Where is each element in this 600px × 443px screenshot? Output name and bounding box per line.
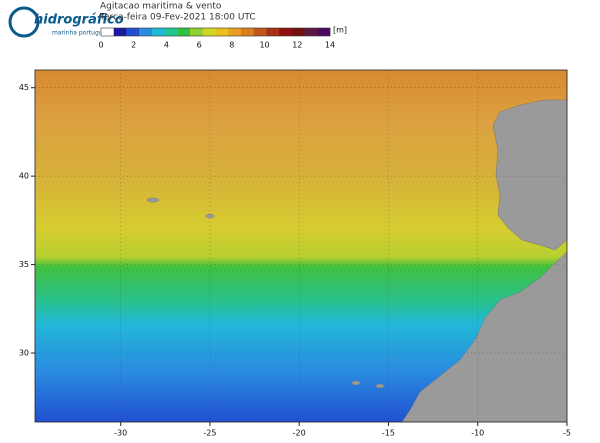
colorbar-swatch [101,28,115,36]
colorbar-swatch [202,28,216,36]
subtitle: Terca-feira 09-Fev-2021 18:00 UTC [99,13,256,23]
x-tick-label: -30 [114,429,127,438]
colorbar-swatch [164,28,178,36]
colorbar-tick-label: 6 [197,41,202,50]
x-tick-label: -25 [203,429,216,438]
colorbar-frame [100,27,331,37]
colorbar-swatch [279,28,293,36]
island [375,383,385,389]
y-tick-label: 40 [19,172,29,181]
x-tick-label: -5 [563,429,571,438]
y-tick-label: 45 [19,83,29,92]
x-tick-label: -15 [382,429,395,438]
logo-mark [8,6,40,38]
colorbar-swatch [240,28,254,36]
colorbar-swatch [304,28,318,36]
title: Agitacao maritima & vento [100,2,222,12]
colorbar-tick-label: 14 [325,41,335,50]
colorbar-swatch [291,28,305,36]
iberia [492,70,568,251]
logo-text: hidrográfico [34,13,124,28]
colorbar-swatch [139,28,153,36]
island [146,197,160,203]
colorbar-swatch [190,28,204,36]
y-tick-label: 35 [19,260,29,269]
colorbar-tick-label: 4 [164,41,169,50]
colorbar-swatch [266,28,280,36]
colorbar-swatch [228,28,242,36]
land [146,70,568,423]
y-tick-label: 30 [19,349,29,358]
x-tick-label: -10 [471,429,484,438]
colorbar-swatch [253,28,267,36]
logo: hidrográfico marinha portuguesa [8,6,124,38]
africa [401,251,568,423]
colorbar-swatch [126,28,140,36]
colorbar-swatch [113,28,127,36]
colorbar-tick-label: 2 [131,41,136,50]
colorbar: 0 2 4 6 8 10 12 14 [98,27,335,50]
colorbar-swatch [151,28,165,36]
colorbar-tick-label: 0 [98,41,103,50]
colorbar-tick-label: 10 [259,41,269,50]
colorbar-unit: [m] [333,26,347,35]
colorbar-swatch [177,28,191,36]
colorbar-swatch [215,28,229,36]
colorbar-swatch [317,28,331,36]
axes: -30 -25 -20 -15 -10 -5 30 35 40 45 [19,70,571,438]
island [351,380,361,386]
colorbar-tick-label: 12 [292,41,302,50]
logo-subtitle: marinha portuguesa [52,30,113,37]
colorbar-tick-label: 8 [229,41,234,50]
x-tick-label: -20 [293,429,306,438]
